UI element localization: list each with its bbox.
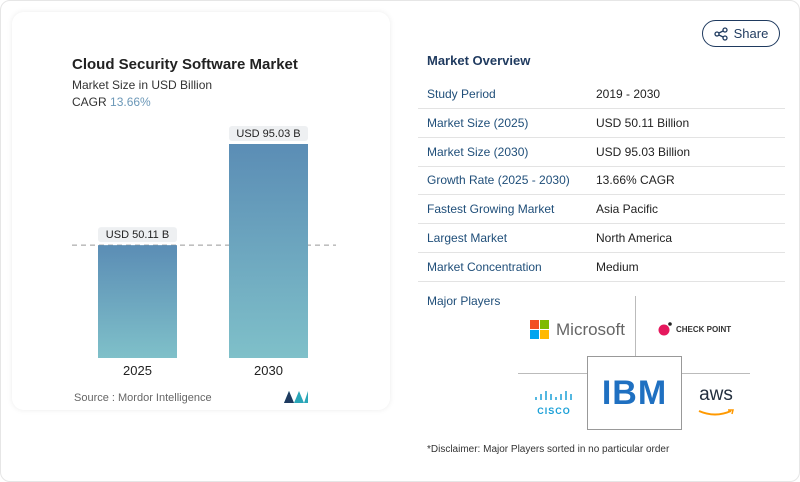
row-value: USD 95.03 Billion: [596, 144, 691, 159]
cagr: CAGR 13.66%: [72, 95, 151, 109]
row-value: Asia Pacific: [596, 202, 659, 217]
row-value: North America: [596, 231, 673, 245]
chart-subtitle: Market Size in USD Billion: [72, 78, 213, 92]
row-value: 13.66% CAGR: [596, 173, 675, 188]
divider: [635, 296, 636, 356]
chart-card: [12, 12, 390, 410]
cisco-logo-icon: [535, 391, 572, 400]
overview-row: Market Concentration Medium: [418, 253, 785, 282]
data-label-bg: [98, 227, 177, 243]
share-button[interactable]: Share: [702, 20, 780, 47]
row-label: Market Size (2025): [427, 115, 529, 130]
chart-title: Cloud Security Software Market: [72, 56, 298, 73]
mordor-logo-icon: [284, 391, 308, 403]
overview-row: Largest Market North America: [418, 224, 785, 253]
major-players-label: Major Players: [427, 294, 501, 308]
data-label: USD 95.03 B: [236, 128, 300, 140]
player-microsoft: Microsoft: [530, 320, 625, 340]
row-value: USD 50.11 Billion: [596, 115, 690, 130]
player-cisco: CISCO: [534, 388, 574, 416]
overview-row: Market Size (2025) USD 50.11 Billion: [418, 109, 785, 138]
row-label: Study Period: [427, 87, 496, 101]
overview-row: Market Size (2030) USD 95.03 Billion: [418, 138, 785, 167]
microsoft-logo-icon: [530, 320, 549, 339]
overview-row: Fastest Growing Market Asia Pacific: [418, 195, 785, 225]
player-checkpoint: CHECK POINT: [658, 322, 731, 336]
aws-smile-icon: [698, 409, 734, 416]
overview-title: Market Overview: [427, 53, 531, 68]
x-tick-label: 2030: [254, 363, 283, 378]
row-value: Medium: [596, 259, 639, 274]
row-label: Market Size (2030): [427, 144, 529, 159]
overview-row: Growth Rate (2025 - 2030) 13.66% CAGR: [418, 166, 785, 196]
x-tick-label: 2025: [123, 363, 152, 378]
player-aws: aws: [697, 385, 735, 422]
share-icon: [713, 26, 728, 41]
row-label: Growth Rate (2025 - 2030): [427, 173, 570, 188]
disclaimer: *Disclaimer: Major Players sorted in no …: [427, 444, 670, 455]
row-label: Largest Market: [427, 231, 508, 245]
player-ibm: IBM: [587, 356, 682, 430]
bar-chart: USD 50.11 B 2025 USD 95.03 B 2030: [72, 126, 336, 378]
overview-row: Study Period 2019 - 2030: [418, 80, 785, 109]
source-text: Source : Mordor Intelligence: [74, 392, 212, 404]
cagr-label: CAGR: [72, 95, 107, 109]
bar-2025: [98, 245, 177, 358]
row-label: Market Concentration: [427, 259, 542, 274]
share-label: Share: [733, 26, 769, 41]
checkpoint-logo-icon: [658, 322, 672, 336]
row-value: 2019 - 2030: [596, 87, 661, 101]
row-label: Fastest Growing Market: [427, 202, 555, 217]
data-label: USD 50.11 B: [106, 229, 169, 241]
bar-2030: [229, 144, 308, 358]
data-label-bg: [229, 126, 308, 141]
cagr-value: 13.66%: [110, 95, 151, 109]
